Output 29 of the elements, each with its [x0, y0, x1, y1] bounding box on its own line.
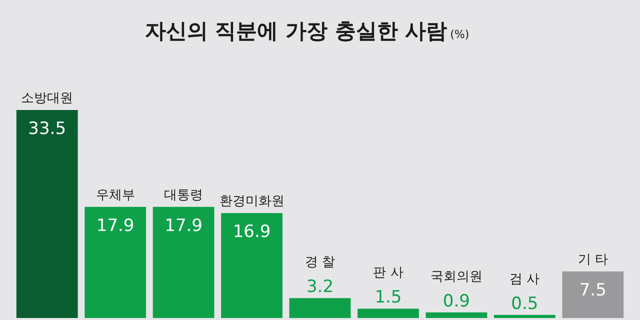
- bar: [562, 271, 624, 318]
- x-tick-label: 우체부: [96, 188, 135, 203]
- data-label: 33.5: [28, 119, 66, 139]
- bar: [358, 308, 419, 318]
- x-tick-label: 국회의원: [430, 269, 482, 284]
- bar: [152, 206, 214, 318]
- x-tick-label: 기 타: [578, 252, 608, 268]
- data-label: 17.9: [164, 216, 202, 236]
- x-tick-label: 소방대원: [21, 91, 74, 106]
- chart-title: 자신의 직분에 가장 충실한 사람: [144, 19, 448, 43]
- x-tick-label: 경 찰: [304, 255, 336, 270]
- data-label: 7.5: [579, 280, 606, 300]
- bar: [426, 312, 488, 318]
- bar: [84, 206, 146, 318]
- x-tick-label: 대통령: [164, 188, 204, 203]
- data-label: 16.9: [232, 222, 271, 242]
- data-label: 1.5: [374, 288, 402, 308]
- chart-subtitle: (%): [450, 28, 470, 41]
- data-label: 17.9: [96, 216, 134, 236]
- x-tick-label: 환경미화원: [219, 194, 284, 210]
- x-tick-label: 판 사: [373, 266, 404, 281]
- bar: [221, 213, 282, 318]
- data-label: 3.2: [306, 277, 334, 298]
- data-label: 0.5: [511, 294, 538, 314]
- bar: [289, 298, 351, 318]
- x-tick-label: 검 사: [510, 272, 540, 287]
- bar: [494, 314, 556, 318]
- data-label: 0.9: [442, 291, 470, 312]
- bar: [16, 110, 78, 318]
